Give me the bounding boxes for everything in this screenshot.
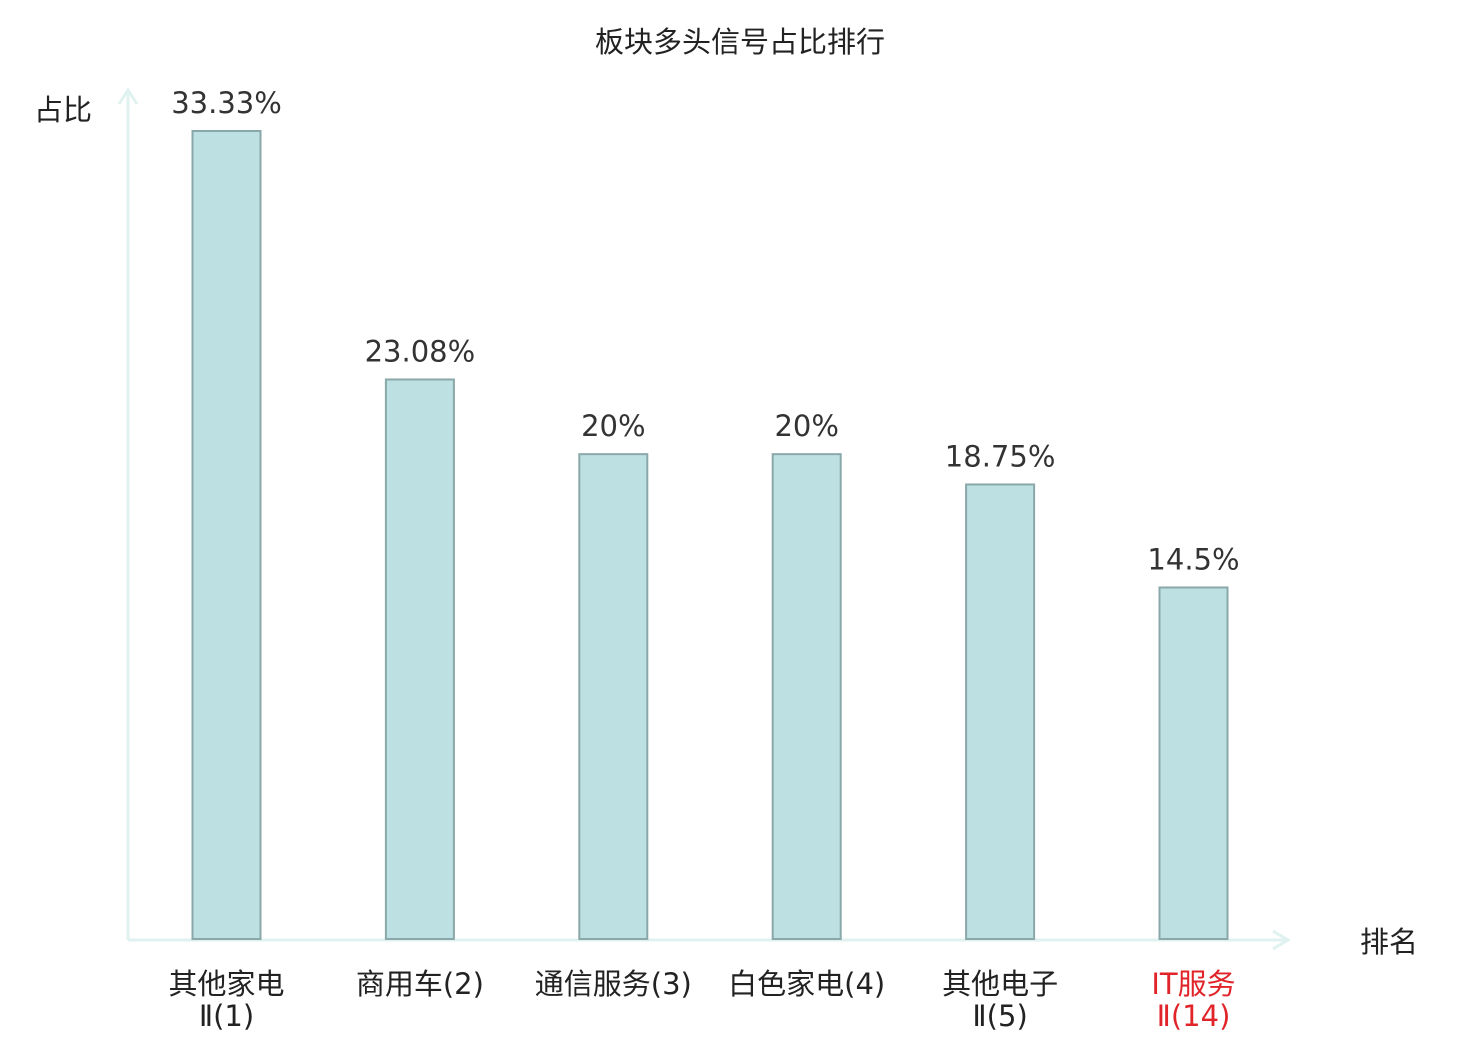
value-label-6: 14.5% (1147, 542, 1239, 576)
y-axis (117, 87, 139, 940)
value-label-4: 20% (774, 409, 838, 443)
category-sublabel-6: Ⅱ(14) (1157, 999, 1231, 1033)
value-label-2: 23.08% (365, 334, 476, 368)
value-label-3: 20% (581, 409, 645, 443)
bar-1 (191, 130, 262, 940)
bar-6 (1158, 586, 1229, 940)
x-axis-label: 排名 (1360, 925, 1418, 959)
bars-group (191, 130, 1229, 940)
bar-2 (384, 378, 455, 940)
category-sublabel-5: Ⅱ(5) (972, 999, 1027, 1033)
value-labels-group: 33.33% 23.08% 20% 20% 18.75% 14.5% (171, 86, 1239, 576)
bar-4 (771, 453, 842, 940)
category-label-3: 通信服务(3) (535, 967, 692, 1001)
category-label-2: 商用车(2) (356, 967, 484, 1001)
category-sublabel-1: Ⅱ(1) (199, 999, 254, 1033)
value-label-5: 18.75% (945, 439, 1056, 473)
category-label-1: 其他家电 (168, 967, 284, 1001)
bar-3 (578, 453, 649, 940)
chart-title: 板块多头信号占比排行 (595, 25, 885, 59)
x-axis (128, 929, 1291, 951)
bar-5 (965, 483, 1036, 940)
category-label-5: 其他电子 (942, 967, 1058, 1001)
category-label-4: 白色家电(4) (728, 967, 885, 1001)
value-label-1: 33.33% (171, 86, 282, 120)
category-label-6: IT服务 (1151, 967, 1235, 1001)
y-axis-label: 占比 (34, 93, 92, 127)
